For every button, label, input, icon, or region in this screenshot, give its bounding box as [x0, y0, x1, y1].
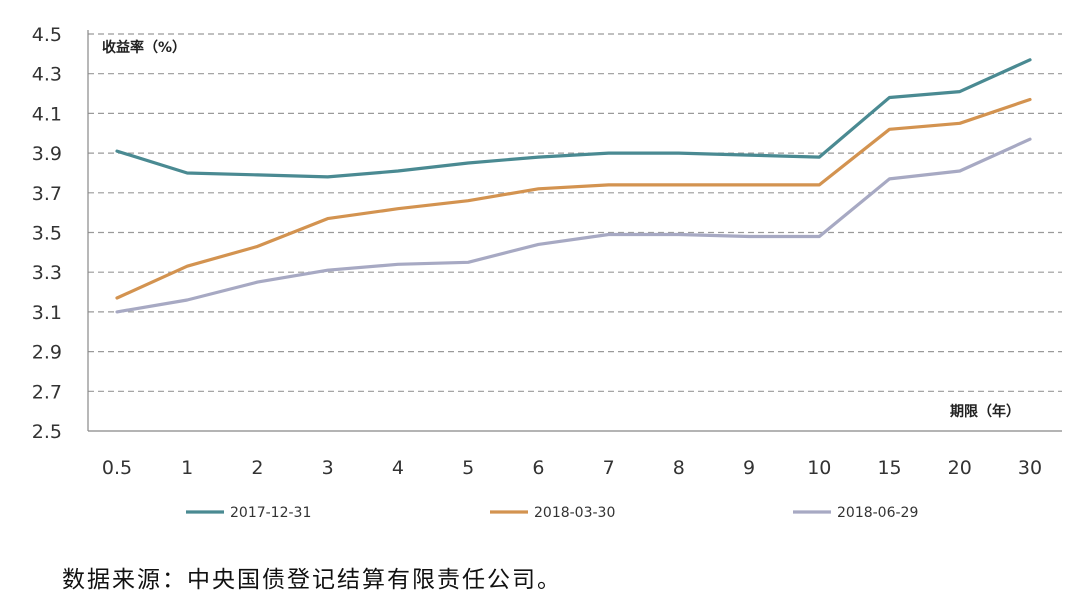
y-tick-label: 4.5 [32, 24, 62, 46]
y-axis: 4.5 4.3 4.1 3.9 3.7 3.5 3.3 3.1 2.9 2.7 2.5 [32, 24, 1062, 443]
y-tick-label: 4.1 [32, 103, 62, 125]
legend-label: 2018-03-30 [534, 505, 615, 521]
x-tick-label: 0.5 [102, 457, 132, 479]
x-tick-label: 15 [877, 457, 901, 479]
legend: 2017-12-31 2018-03-30 2018-06-29 [186, 505, 918, 521]
y-tick-label: 2.9 [32, 342, 62, 364]
x-tick-label: 7 [603, 457, 615, 479]
legend-label: 2018-06-29 [837, 505, 918, 521]
x-axis: 0.5 1 2 3 4 5 6 7 8 9 10 15 20 30 [102, 457, 1042, 479]
y-tick-label: 3.9 [32, 143, 62, 165]
series-line-2018-03-30 [115, 97, 1032, 300]
y-tick-label: 3.5 [32, 223, 62, 245]
x-tick-label: 4 [392, 457, 404, 479]
x-tick-label: 8 [673, 457, 685, 479]
source-note: 数据来源：中央国债登记结算有限责任公司。 [62, 567, 562, 593]
y-tick-label: 4.3 [32, 64, 62, 86]
y-axis-title: 收益率（%） [102, 39, 186, 56]
x-tick-label: 9 [743, 457, 755, 479]
y-tick-label: 3.1 [32, 302, 62, 324]
series-lines [115, 58, 1032, 314]
x-tick-label: 6 [532, 457, 544, 479]
x-tick-label: 3 [322, 457, 334, 479]
legend-label: 2017-12-31 [230, 505, 311, 521]
gridlines [88, 33, 1062, 392]
y-tick-label: 3.7 [32, 183, 62, 205]
y-tick-label: 3.3 [32, 262, 62, 284]
x-tick-label: 30 [1018, 457, 1042, 479]
series-line-2017-12-31 [115, 58, 1032, 179]
series-line-2018-06-29 [115, 137, 1032, 314]
x-axis-title: 期限（年） [950, 403, 1020, 420]
x-tick-label: 10 [807, 457, 831, 479]
x-tick-label: 20 [948, 457, 972, 479]
x-tick-label: 2 [251, 457, 263, 479]
x-tick-label: 1 [181, 457, 193, 479]
y-tick-label: 2.5 [32, 421, 62, 443]
y-tick-label: 2.7 [32, 381, 62, 403]
x-tick-label: 5 [462, 457, 474, 479]
